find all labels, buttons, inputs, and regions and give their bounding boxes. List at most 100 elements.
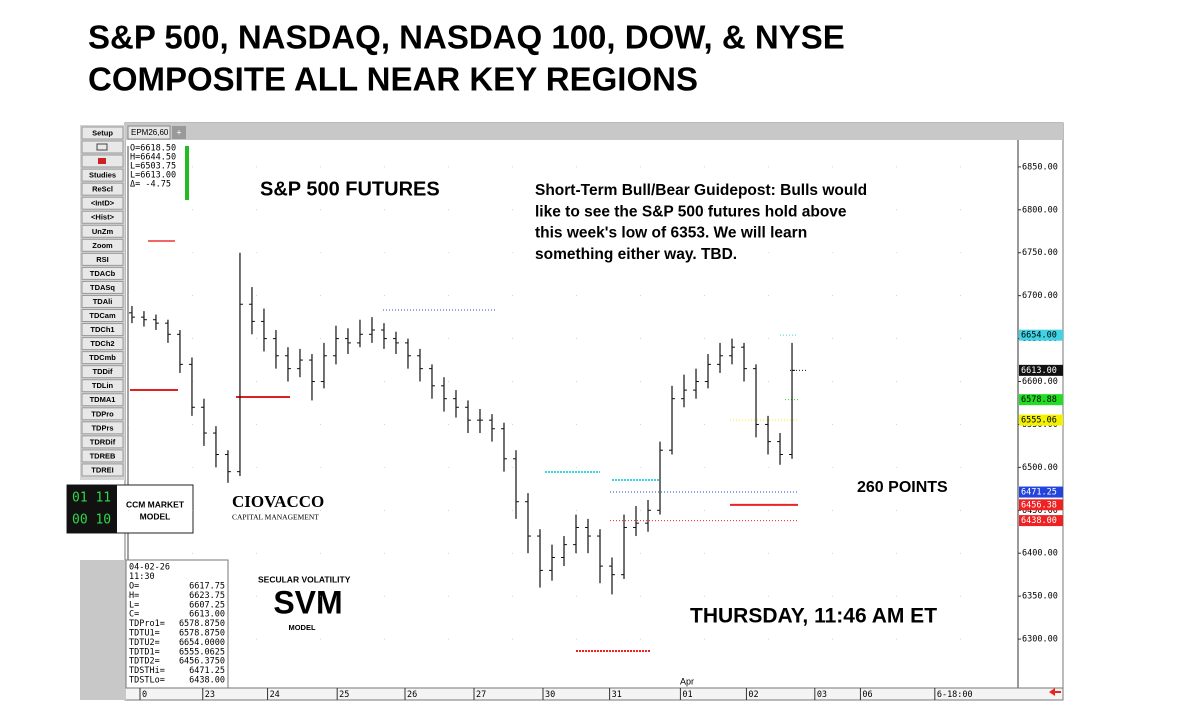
toolbar-button[interactable]	[81, 449, 124, 463]
toolbar-button[interactable]	[81, 309, 124, 323]
svm-bottom: MODEL	[288, 623, 316, 632]
price-tag-label: 6456.38	[1021, 500, 1057, 510]
x-tick-label: 23	[205, 690, 215, 700]
toolbar-button[interactable]	[81, 168, 124, 182]
header-quote: O=6618.50H=6644.50L=6503.75L=6613.00Δ= -…	[130, 144, 176, 190]
guidepost-line: this week's low of 6353. We will learn	[535, 225, 807, 242]
data-window-time: 11:30	[129, 572, 155, 582]
symbol-tab[interactable]	[127, 125, 171, 140]
y-tick-label: 6750.00	[1022, 248, 1058, 258]
toolbar-button[interactable]	[81, 407, 124, 421]
svm: SVM	[273, 584, 342, 620]
toolbar-button[interactable]	[81, 238, 124, 252]
toolbar-button[interactable]	[81, 421, 124, 435]
toolbar-button[interactable]	[81, 323, 124, 337]
data-window-label: C=	[129, 610, 139, 620]
price-tag-label: 6438.00	[1021, 516, 1057, 526]
toolbar-button-label: TDLin	[92, 381, 114, 390]
y-tick-label: 6400.00	[1022, 549, 1058, 559]
price-tag	[1019, 414, 1063, 426]
data-window-value: 6578.8750	[179, 619, 225, 629]
toolbar-button[interactable]	[81, 463, 124, 477]
guidepost: Short-Term Bull/Bear Guidepost: Bulls wo…	[535, 182, 867, 263]
price-tag-label: 6578.88	[1021, 395, 1057, 405]
scroll-arrow[interactable]	[1049, 688, 1061, 696]
toolbar-button-label: TDACb	[90, 269, 116, 278]
data-window-value: 6607.25	[189, 600, 225, 610]
brand-sub: CAPITAL MANAGEMENT	[232, 513, 319, 522]
y-tick-label: 6600.00	[1022, 377, 1058, 387]
date-axis	[124, 687, 1064, 701]
toolbar-button[interactable]	[81, 365, 124, 379]
x-tick-label: 01	[682, 690, 692, 700]
ccm-digits: 01 11	[72, 491, 111, 506]
quote-line: L=6503.75	[130, 162, 176, 172]
toolbar-button[interactable]	[81, 280, 124, 294]
data-window-label: L=	[129, 600, 139, 610]
toolbar-button[interactable]	[81, 126, 124, 140]
toolbar-button[interactable]	[81, 337, 124, 351]
ccm-digits-bg	[67, 485, 117, 533]
y-tick-label: 6500.00	[1022, 463, 1058, 473]
toolbar-button-label: TDPro	[91, 409, 114, 418]
brand: CIOVACCO	[232, 492, 324, 511]
toolbar-button-label: Setup	[92, 128, 113, 137]
toolbar-buttons: Setup Studies ReScl <IntD> <Hist> UnZm Zoom RSI…	[81, 126, 124, 477]
price-tag-label: 6654.00	[1021, 331, 1057, 341]
guidepost-line: something either way. TBD.	[535, 246, 737, 263]
toolbar-button[interactable]	[81, 294, 124, 308]
y-tick-label: 6450.00	[1022, 506, 1058, 516]
data-window	[125, 559, 229, 689]
toolbar-button[interactable]	[81, 435, 124, 449]
toolbar-button-label: TDCh1	[90, 325, 114, 334]
toolbar-button[interactable]	[81, 196, 124, 210]
ccm-label: CCM MARKET	[126, 499, 185, 509]
toolbar-button-label: TDRDif	[90, 437, 116, 446]
toolbar-button-label: TDREB	[90, 451, 116, 460]
toolbar-button[interactable]	[81, 266, 124, 280]
toolbar-button-label: TDDif	[93, 367, 113, 376]
toolbar-button-label: TDASq	[90, 283, 115, 292]
price-tag-label: 6555.06	[1021, 416, 1057, 426]
data-window-label: TDTD1=	[129, 647, 160, 657]
symbol-tab-label: EPM26,60	[131, 128, 169, 137]
toolbar-button[interactable]	[81, 210, 124, 224]
quote-line: O=6618.50	[130, 144, 176, 154]
toolbar-button[interactable]	[81, 351, 124, 365]
data-window-label: TDTU2=	[129, 638, 160, 648]
guidepost-line: Short-Term Bull/Bear Guidepost: Bulls wo…	[535, 182, 867, 199]
data-window-label: TDSTHi=	[129, 666, 165, 676]
guidepost-line: like to see the S&P 500 futures hold abo…	[535, 203, 847, 220]
toolbar-button-label: TDREI	[91, 465, 114, 474]
data-window-label: TDPro1=	[129, 619, 165, 629]
toolbar-button[interactable]	[81, 182, 124, 196]
toolbar-button-label: TDMA1	[90, 395, 116, 404]
price-tag	[1019, 515, 1063, 527]
month-label: Apr	[680, 676, 694, 686]
data-window-value: 6456.3750	[179, 657, 225, 667]
toolbar-button[interactable]	[81, 393, 124, 407]
plot: 6300.006350.006400.006450.006500.006550.…	[128, 162, 1063, 700]
price-tag-label: 6471.25	[1021, 488, 1057, 498]
print-button[interactable]	[81, 140, 124, 154]
header-bar	[125, 123, 1063, 140]
data-window-value: 6555.0625	[179, 647, 225, 657]
ccm-label: MODEL	[140, 511, 171, 521]
toolbar-button-label: TDCh2	[90, 339, 114, 348]
data-window-label: H=	[129, 591, 139, 601]
x-tick-label: 06	[862, 690, 872, 700]
toolbar-button-label: TDCmb	[89, 353, 116, 362]
price-tag	[1019, 364, 1063, 376]
toolbar-button[interactable]	[81, 252, 124, 266]
exit-icon	[98, 158, 106, 164]
toolbar-button[interactable]	[81, 224, 124, 238]
price-tag-label: 6613.00	[1021, 366, 1057, 376]
timestamp: THURSDAY, 11:46 AM ET	[690, 605, 937, 628]
quote-line: L=6613.00	[130, 171, 176, 181]
data-window-label: O=	[129, 582, 139, 592]
chart-label: S&P 500 FUTURES	[260, 178, 440, 200]
toolbar-button[interactable]	[81, 379, 124, 393]
x-tick-label: 27	[476, 690, 486, 700]
add-tab[interactable]	[172, 126, 186, 139]
x-tick-label: 03	[817, 690, 827, 700]
